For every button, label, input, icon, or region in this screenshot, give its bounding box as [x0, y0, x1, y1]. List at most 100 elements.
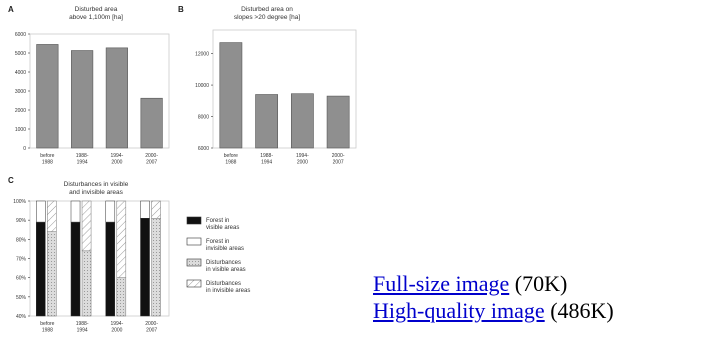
legend-swatch-forest-visible — [186, 216, 202, 225]
panel-a-xtick-label-3-0: 2000- — [145, 153, 158, 159]
image-links: Full-size image (70K) High-quality image… — [373, 270, 723, 324]
legend-label-disturb-visible-1: Disturbances — [206, 260, 241, 266]
panel-c-ytick-label-5: 90% — [16, 218, 27, 224]
panel-a-letter: A — [8, 5, 14, 14]
legend-label-disturb-visible-2: in visible areas — [206, 267, 246, 273]
legend-swatch-disturb-invisible — [186, 279, 202, 288]
panel-c-forest-invisible-bar-0 — [36, 200, 46, 223]
panel-a-ytick-label-4: 4000 — [15, 70, 26, 76]
panel-c-disturb-visible-bar-0 — [47, 231, 57, 317]
panel-c-forest-visible-bar-1 — [70, 221, 81, 317]
full-size-image-link[interactable]: Full-size image — [373, 271, 510, 296]
panel-c-ytick-label-2: 60% — [16, 276, 27, 282]
panel-c-xtick-label-2-0: 1994- — [110, 321, 123, 327]
panel-b-title-line-2: slopes >20 degree [ha] — [234, 14, 301, 21]
panel-c-ytick-label-1: 50% — [16, 295, 27, 301]
panel-c-forest-invisible-bar-1 — [70, 200, 81, 223]
panel-c-disturb-invisible-bar-2 — [116, 200, 127, 278]
panel-a-xtick-label-2-1: 2000 — [111, 160, 122, 166]
panel-c-title-line-2: and invisible areas — [69, 189, 124, 196]
panel-b-ytick-label-0: 6000 — [198, 146, 209, 152]
panel-c: C Disturbances in visible and invisible … — [8, 176, 250, 334]
panel-c-xtick-label-3-0: 2000- — [145, 321, 158, 327]
full-size-link-row: Full-size image (70K) — [373, 270, 723, 297]
panel-b: B Disturbed area on slopes >20 degree [h… — [178, 5, 357, 166]
panel-a-xtick-label-0-0: before — [40, 153, 54, 159]
panel-c-disturb-visible-bar-1 — [81, 250, 92, 317]
panel-b-ytick-label-2: 10000 — [195, 83, 209, 89]
legend-label-forest-visible-1: Forest in — [206, 218, 229, 224]
legend-label-disturb-invisible-2: in invisible areas — [206, 288, 250, 294]
panel-c-ytick-label-6: 100% — [13, 199, 26, 205]
panel-a: A Disturbed area above 1,100m [ha] 0 1000… — [8, 5, 170, 166]
panel-b-ytick-label-3: 12000 — [195, 52, 209, 58]
panel-a-xtick-label-2-0: 1994- — [110, 153, 123, 159]
panel-c-ytick-label-3: 70% — [16, 257, 27, 263]
panel-c-ytick-label-4: 80% — [16, 237, 27, 243]
panel-a-title-line-1: Disturbed area — [75, 6, 118, 13]
panel-a-bar-3 — [140, 97, 163, 149]
panel-c-disturb-visible-bar-2 — [116, 277, 127, 317]
panel-b-letter: B — [178, 5, 184, 14]
panel-b-xtick-label-1-1: 1994 — [261, 160, 272, 166]
panel-b-xtick-label-3-1: 2007 — [333, 160, 344, 166]
legend-swatch-disturb-visible — [186, 258, 202, 267]
panel-a-bars — [36, 44, 163, 149]
high-quality-link-row: High-quality image (486K) — [373, 297, 723, 324]
panel-b-xtick-label-1-0: 1988- — [260, 153, 273, 159]
panel-c-xtick-label-3-1: 2007 — [146, 328, 157, 334]
legend-label-forest-invisible-2: invisible areas — [206, 246, 244, 252]
panel-a-bar-0 — [36, 44, 59, 149]
panel-c-forest-visible-bar-3 — [140, 218, 150, 317]
panel-b-bar-3 — [326, 95, 350, 149]
panel-c-forest-invisible-bar-3 — [140, 200, 150, 219]
panel-c-bars — [36, 200, 161, 317]
panel-c-forest-visible-bar-0 — [36, 221, 46, 317]
panel-a-ytick-label-1: 1000 — [15, 127, 26, 133]
panel-b-xtick-label-2-0: 1994- — [296, 153, 309, 159]
panel-c-y-axis: 40% 50% 60% 70% 80% 90% 100% — [13, 199, 30, 320]
panel-c-xtick-label-1-0: 1988- — [76, 321, 89, 327]
panel-b-bars — [219, 42, 350, 149]
panel-b-xtick-label-0-1: 1988 — [225, 160, 236, 166]
legend-label-forest-invisible-1: Forest in — [206, 239, 229, 245]
panel-a-bar-2 — [105, 47, 128, 149]
panel-a-ytick-label-0: 0 — [23, 146, 26, 152]
panel-c-xtick-label-2-1: 2000 — [111, 328, 122, 334]
panel-c-legend: Forest in visible areas Forest in invisi… — [186, 216, 250, 294]
panel-a-xtick-label-1-1: 1994 — [77, 160, 88, 166]
panel-b-xtick-label-3-0: 2000- — [332, 153, 345, 159]
panel-b-xtick-label-0-0: before — [224, 153, 238, 159]
panel-a-xtick-label-3-1: 2007 — [146, 160, 157, 166]
high-quality-image-link[interactable]: High-quality image — [373, 298, 545, 323]
panel-a-ytick-label-3: 3000 — [15, 89, 26, 95]
panel-c-forest-invisible-bar-2 — [105, 200, 116, 223]
panel-b-bar-0 — [219, 42, 243, 149]
panel-a-ytick-label-6: 6000 — [15, 32, 26, 38]
panel-c-xtick-label-1-1: 1994 — [77, 328, 88, 334]
panel-b-xtick-label-2-1: 2000 — [297, 160, 308, 166]
panel-a-xtick-label-1-0: 1988- — [76, 153, 89, 159]
panel-b-y-axis: 6000 8000 10000 12000 — [195, 52, 213, 152]
panel-c-xtick-label-0-0: before — [40, 321, 54, 327]
panel-a-ytick-label-2: 2000 — [15, 108, 26, 114]
panel-b-ytick-label-1: 8000 — [198, 115, 209, 121]
legend-label-forest-visible-2: visible areas — [206, 225, 239, 231]
panel-c-disturb-invisible-bar-0 — [47, 200, 57, 232]
panel-a-xtick-label-0-1: 1988 — [42, 160, 53, 166]
panel-b-bar-2 — [290, 93, 314, 149]
panel-a-ytick-label-5: 5000 — [15, 51, 26, 57]
legend-label-disturb-invisible-1: Disturbances — [206, 281, 241, 287]
legend-swatch-forest-invisible — [186, 237, 202, 246]
panel-c-title-line-1: Disturbances in visible — [64, 181, 129, 188]
panel-a-bar-1 — [71, 50, 94, 149]
panel-c-forest-visible-bar-2 — [105, 221, 116, 317]
panel-c-disturb-invisible-bar-1 — [81, 200, 92, 252]
panel-c-letter: C — [8, 176, 14, 185]
panel-c-disturb-invisible-bar-3 — [151, 200, 161, 219]
panel-b-bar-1 — [255, 94, 279, 149]
